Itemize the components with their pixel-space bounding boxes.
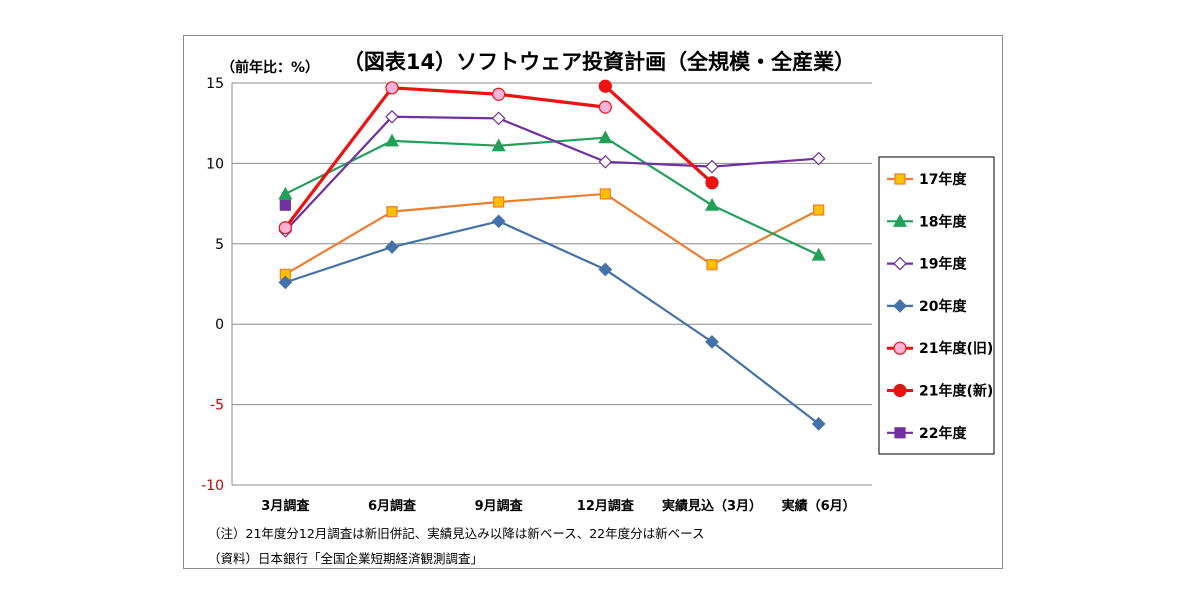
series-21年度(旧) [278,81,612,235]
data-point [385,240,399,254]
data-point [493,196,505,208]
data-point [894,173,906,185]
data-point [811,151,826,166]
y-tick-label: 15 [206,76,224,92]
legend-item: 21年度(旧) [887,340,993,357]
data-point [491,138,506,152]
data-point [492,87,506,101]
data-point [894,427,906,439]
legend-label: 20年度 [919,298,967,315]
data-point [278,186,293,200]
series-22年度 [279,199,291,211]
data-point [491,214,506,229]
data-point [385,109,399,124]
series-21年度(新) [598,79,719,190]
legend-label: 21年度(旧) [919,340,993,357]
series-line [604,85,714,184]
chart-frame: （図表14）ソフトウェア投資計画（全規模・全産業） （前年比：%） 15 10 5 0… [183,35,1003,569]
legend-item: 21年度(新) [887,383,993,400]
data-point [385,81,399,95]
y-tick-label: -10 [201,478,224,494]
data-point [892,214,908,227]
series-line [284,86,606,229]
data-point [705,176,719,190]
series-line [284,192,820,276]
legend-item: 19年度 [887,256,967,273]
x-tick-label: 実績見込（3月） [662,498,762,514]
x-tick-label: 6月調査 [368,498,417,514]
series-17年度 [279,188,825,280]
x-tick-label: 実績（6月） [782,498,856,514]
data-point [599,188,611,200]
y-tick-label: 0 [215,317,224,333]
legend-label: 21年度(新) [919,383,993,400]
y-axis-unit-label: （前年比：%） [221,59,319,76]
data-point [893,299,907,313]
y-tick-label: 5 [215,237,224,253]
data-point [598,100,612,114]
data-point [598,262,613,277]
data-point [811,417,826,431]
x-tick-label: 12月調査 [577,498,635,514]
data-point [705,335,719,349]
data-point [813,204,825,216]
chart-source: （資料）日本銀行「全国企業短期経済観測調査」 [208,551,483,566]
data-point [893,383,907,398]
data-point [386,206,398,218]
data-point [598,79,612,93]
data-point [811,247,826,261]
data-point [598,154,613,169]
y-tick-label: -5 [210,398,224,414]
data-point [278,275,293,290]
data-point [705,159,719,174]
data-point [384,133,400,147]
data-point [893,341,907,355]
chart-note: （注）21年度分12月調査は新旧併記、実績見込み以降は新ベース、22年度分は新ベ… [208,526,704,541]
data-point [491,111,506,126]
legend-label: 22年度 [919,425,967,442]
x-tick-label: 9月調査 [475,498,524,514]
series-20年度 [278,214,826,431]
data-point [598,130,613,144]
legend-label: 18年度 [919,213,967,230]
legend-label: 17年度 [919,171,967,188]
series-18年度 [278,130,826,261]
data-point [279,199,291,211]
chart-title: （図表14）ソフトウェア投資計画（全規模・全産業） [343,50,855,74]
legend-label: 19年度 [919,256,967,273]
legend-item: 20年度 [887,298,967,315]
data-point [704,197,720,211]
legend-item: 22年度 [887,425,967,442]
data-point [893,256,907,271]
series-line [284,220,820,425]
legend-item: 17年度 [887,171,967,188]
series-line [284,115,819,232]
y-tick-label: 10 [206,156,224,172]
data-point [278,221,292,235]
data-point [706,259,718,271]
chart-svg: （図表14）ソフトウェア投資計画（全規模・全産業） （前年比：%） 15 10 5 0… [201,50,995,566]
legend-item: 18年度 [887,213,967,230]
series-line [284,136,820,257]
x-tick-label: 3月調査 [261,498,310,514]
